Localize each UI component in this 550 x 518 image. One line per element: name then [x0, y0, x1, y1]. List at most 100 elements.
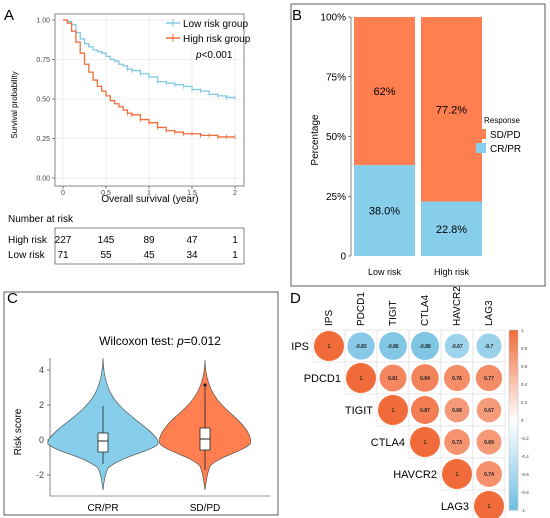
bar-legend: Response SD/PD CR/PR [476, 116, 521, 155]
corr-circle [410, 427, 440, 457]
risk-count: 71 [57, 250, 69, 261]
violin-ylabel: Risk score [13, 408, 24, 455]
colorbar-step [509, 429, 518, 434]
violin-xlabel-crpr: CR/PR [87, 503, 118, 514]
colorbar-step [509, 451, 518, 457]
colorbar-step [509, 402, 518, 407]
bar-ylabel: Percentage [310, 114, 321, 166]
panel-b-border [290, 3, 546, 287]
colorbar-tick-label: -0.6 [521, 472, 529, 477]
colorbar-step [509, 496, 518, 502]
corr-value: 0.69 [484, 440, 494, 446]
bar-legend-crpr-label: CR/PR [490, 144, 521, 155]
bar-legend-sdpd-label: SD/PD [490, 130, 521, 141]
violin-ytick-label: 2 [39, 400, 44, 410]
corr-col-label: TIGIT [388, 300, 399, 326]
colorbar-step [509, 465, 518, 470]
corr-value: 0.84 [420, 376, 430, 382]
corr-value: 1 [360, 376, 363, 382]
bar-xtick-label: Low risk [368, 267, 402, 277]
risk-count: 45 [143, 250, 155, 261]
colorbar-step [509, 406, 518, 412]
corr-circle [476, 397, 502, 423]
corr-value: -0.88 [419, 344, 431, 350]
bar-ytick-label: 75% [326, 72, 346, 83]
corr-value: 1 [488, 504, 491, 510]
corr-value: -0.86 [387, 344, 399, 350]
corr-value: 0.76 [452, 376, 462, 382]
km-ytick-label: 0.25 [36, 136, 50, 143]
bar-xlabels: Low risk High risk [368, 267, 470, 277]
colorbar-step [509, 501, 518, 506]
km-ytick-label: 0.00 [36, 176, 50, 183]
colorbar-tick-label: 0.2 [521, 400, 528, 405]
corr-row-label: HAVCR2 [393, 469, 437, 481]
colorbar-step [509, 384, 518, 389]
panel-a: A Survival probability 0.000.250.500.751… [4, 7, 251, 265]
violin-ytick-label: 4 [39, 365, 44, 375]
colorbar-step [509, 420, 518, 425]
bar-legend-sdpd-swatch [476, 129, 486, 139]
panel-c-border [3, 291, 279, 516]
bar-ytick-label: 25% [326, 192, 346, 203]
corr-circle [411, 396, 439, 424]
colorbar-step [509, 343, 518, 349]
colorbar-tick-label: -0.8 [521, 490, 529, 495]
violin-crpr-box [97, 432, 109, 453]
corr-col-label: PDCD1 [356, 292, 367, 326]
colorbar-step [509, 492, 518, 497]
colorbar-tick-label: -0.2 [521, 436, 529, 441]
bar-legend-crpr-swatch [476, 143, 486, 153]
corr-cells: 1 -0.83 -0.86 -0.88 -0.67 -0.7 1 0.81 0.84 0.76 0.… [312, 329, 506, 518]
risk-table-frame [54, 227, 245, 265]
colorbar-step [509, 433, 518, 439]
colorbar-step [509, 487, 518, 493]
risk-table-cells: 227 145 89 47 1 71 55 45 34 1 [55, 235, 239, 261]
bar-label-sdpd: 77.2% [436, 104, 467, 116]
corr-circle [314, 331, 344, 361]
risk-count: 55 [100, 250, 112, 261]
corr-value: 1 [424, 440, 427, 446]
km-legend: Low risk group High risk group p<0.001 [166, 19, 251, 61]
violin-sd-pd [159, 359, 251, 491]
corr-circle [442, 459, 472, 489]
corr-value: -0.83 [355, 344, 367, 350]
corr-circle [378, 395, 408, 425]
risk-count: 227 [55, 235, 72, 246]
corr-value: 0.77 [484, 376, 494, 382]
violin-title: Wilcoxon test: p=0.012 [99, 334, 221, 348]
corr-circle [476, 429, 502, 455]
km-grid [55, 14, 244, 186]
colorbar-step [509, 330, 518, 335]
risk-count: 34 [186, 250, 198, 261]
colorbar-step [509, 424, 518, 430]
colorbar-step [509, 339, 518, 344]
risk-count: 1 [232, 250, 238, 261]
corr-value: 0.68 [452, 408, 462, 414]
km-xtick-label: 0 [61, 190, 65, 197]
colorbar-step [509, 478, 518, 484]
bar-label-crpr: 38.0% [369, 206, 400, 218]
bar-yticks: 0 25% 50% 75% 100% [320, 13, 351, 263]
corr-value: 0.81 [388, 376, 398, 382]
colorbar-step [509, 469, 518, 475]
legend-low-label: Low risk group [183, 19, 248, 30]
bar-sdpd-segment [354, 17, 415, 166]
bar-sdpd-segment [421, 17, 482, 202]
km-xtick-label: 1 [147, 190, 151, 197]
km-lines [63, 19, 236, 140]
corr-circle [476, 333, 502, 359]
violin-ytick-label: 0 [39, 435, 44, 445]
violin-sdpd-outlier [203, 383, 207, 387]
risk-count: 1 [232, 235, 238, 246]
risk-row-high-label: High risk [8, 235, 48, 246]
bar-ytick-label: 0 [340, 252, 346, 263]
colorbar-step [509, 379, 518, 385]
colorbar-step [509, 460, 518, 466]
panel-d: D IPS PDCD1 TIGIT CTLA4 HAVCR2 LAG3 IPS PDCD1 T… [290, 286, 529, 518]
violin-cr-pr [47, 357, 159, 491]
bar-bars: 62% 38.0% 77.2% 22.8% [354, 17, 482, 256]
km-ytick-label: 1.00 [36, 18, 50, 25]
corr-value: 0.74 [484, 472, 494, 478]
panel-label-c: C [7, 290, 18, 307]
